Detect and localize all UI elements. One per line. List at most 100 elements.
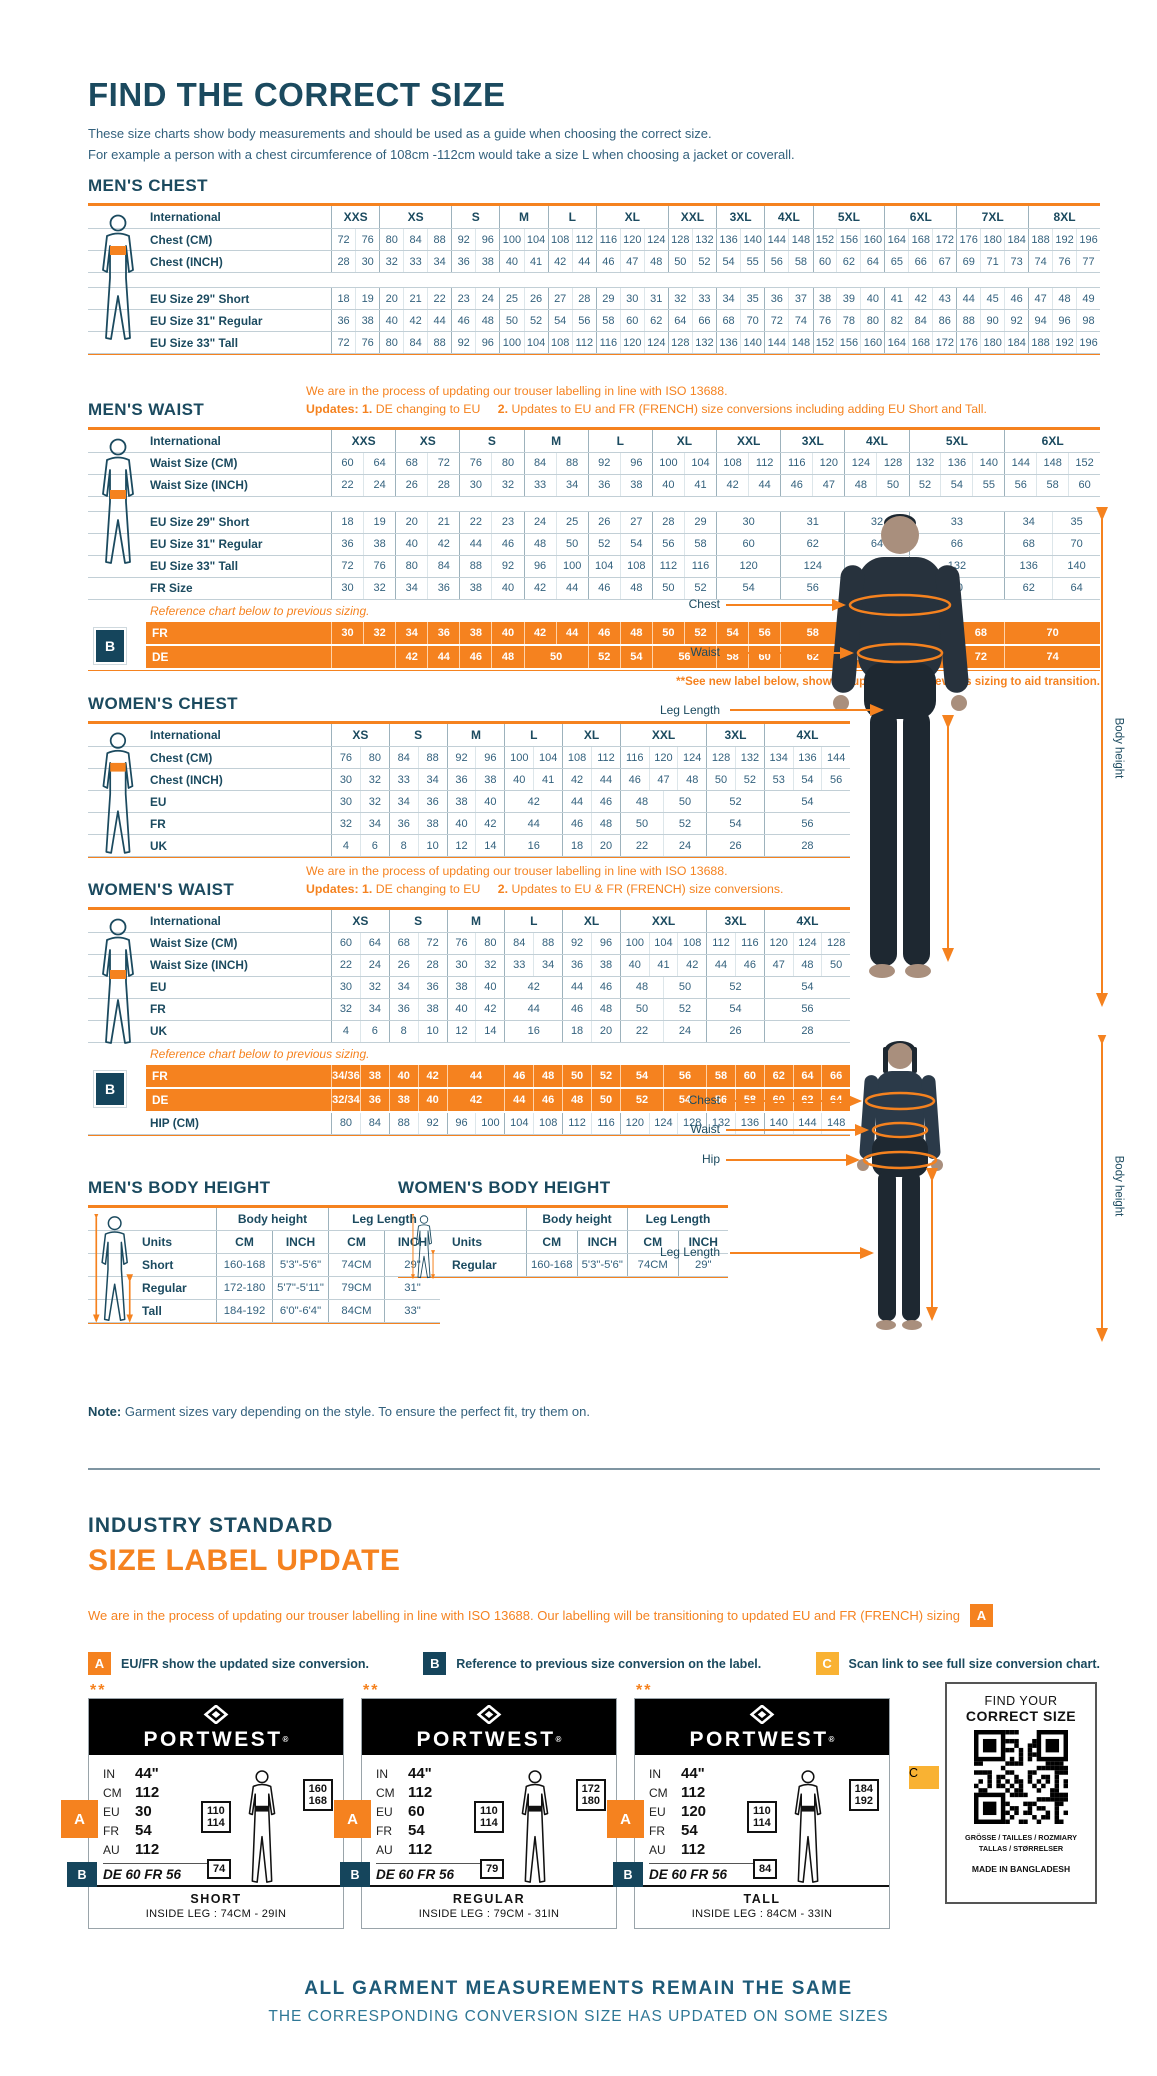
cell-value: 48: [619, 621, 652, 644]
size-cell: 3XL: [706, 724, 764, 746]
size-cell: 36 37: [764, 288, 812, 309]
cell-value: 47: [812, 474, 844, 496]
leg-measure-box: 79: [480, 1858, 505, 1879]
element: [1014, 1743, 1019, 1748]
size-header: M: [470, 913, 481, 928]
element: [1005, 1779, 1010, 1784]
size-cell: 84 88: [523, 452, 588, 474]
size-cell: 69 71 73: [956, 251, 1028, 272]
cell-value: 31": [384, 1277, 440, 1299]
size-header: M: [551, 433, 562, 448]
size-cell: 80 84: [395, 555, 459, 577]
icon-column: [88, 977, 146, 998]
size-cell: 68 72: [395, 452, 459, 474]
brand-name: PORTWEST®: [143, 1727, 289, 1751]
cell-value: 38: [363, 533, 395, 555]
element: [1005, 1810, 1010, 1816]
size-cell: 72 76: [331, 555, 395, 577]
table-row: EU 30 32 34 36 38 40 42 44 46 48 50 52 54: [88, 791, 850, 813]
size-cell: XXL: [619, 724, 706, 746]
size-cell: 30 32: [331, 791, 389, 812]
badge-a: A: [334, 1800, 371, 1838]
size-cell: 136 140: [716, 332, 764, 353]
mens-waist-title: MEN'S WAIST: [88, 399, 205, 419]
size-cell: 144 148 152: [1004, 452, 1100, 474]
cell-value: 16: [527, 1025, 540, 1038]
group-header: Leg Length: [627, 1208, 728, 1230]
element: [862, 1150, 938, 1170]
badge-b: B: [340, 1862, 370, 1887]
cell-value: 58: [1036, 474, 1068, 496]
cell-value: 53: [772, 773, 785, 786]
waist-measure-box: 110 114: [747, 1801, 777, 1834]
cell-value: 50: [663, 791, 706, 812]
size-cell: 34 36: [388, 976, 447, 998]
element: [1041, 1806, 1046, 1811]
size-header: 3XL: [729, 210, 752, 224]
size-cell: 40 42: [395, 533, 459, 555]
cell-value: 28: [571, 288, 596, 309]
qr-correct-size: CORRECT SIZE: [965, 1708, 1077, 1724]
table-row: EU Size 29" Short 18 19 20 21 22 23 24 25 26 27 28 2…: [88, 288, 1100, 310]
woman-chest-label: Chest: [688, 1093, 720, 1107]
cell-value: 112: [571, 229, 596, 250]
element: [974, 1783, 979, 1789]
element: [887, 1043, 913, 1069]
cell-value: 64: [860, 251, 884, 272]
cell-value: 134: [769, 751, 788, 764]
cell-value: 33: [397, 773, 410, 786]
size-cell: 88 90 92: [956, 310, 1028, 331]
size-cell: XS: [395, 429, 459, 452]
size-cell: 104 108: [587, 555, 652, 577]
size-cell: 52 54: [587, 645, 652, 668]
element: [1054, 1815, 1060, 1820]
size-cell: 48 50: [562, 1088, 620, 1111]
size-cell: 54: [716, 577, 780, 599]
size-cell: 72 76: [331, 229, 379, 250]
label-legend: A EU/FR show the updated size conversion…: [88, 1652, 1100, 1675]
element: [1041, 1774, 1046, 1780]
size-cell: 32 34: [331, 813, 389, 834]
size-cell: 50: [523, 645, 588, 668]
element: [987, 1779, 992, 1784]
row-label: UK: [150, 1024, 168, 1039]
update-1-num: 1.: [362, 882, 373, 897]
icon-column: [88, 933, 146, 954]
size-cell: 50 52: [499, 310, 547, 331]
row-label: EU Size 33" Tall: [150, 559, 238, 574]
cell-value: 42: [533, 626, 547, 639]
size-value: 112: [135, 1784, 160, 1801]
cell-value: 54: [940, 474, 972, 496]
size-cell: 28: [763, 1020, 850, 1042]
spacer-row: [88, 273, 1100, 288]
size-header: M: [519, 210, 529, 224]
element: [1050, 1788, 1055, 1793]
element: [211, 1710, 221, 1718]
cell-value: 8: [400, 1025, 407, 1038]
cell-value: 20: [405, 516, 418, 529]
qr-langs-line-1: GRÖSSE / TAILLES / ROZMIARY: [965, 1833, 1077, 1842]
element: [1000, 1774, 1006, 1780]
size-cell: 58 60: [706, 1064, 764, 1087]
page-title: FIND THE CORRECT SIZE: [88, 76, 506, 113]
cell-value: 14: [475, 1020, 504, 1042]
fit-name: TALL: [743, 1892, 781, 1906]
element: [794, 1783, 822, 1883]
decorative-graphic: [794, 1770, 822, 1883]
element: [1054, 1765, 1060, 1771]
cell-value: 44: [427, 645, 459, 668]
cell-value: 58: [714, 1069, 728, 1082]
size-cell: XL: [651, 429, 716, 452]
cell-value: 36: [359, 1088, 389, 1111]
size-cell: 40 42: [388, 1064, 447, 1087]
cell-value: 48: [491, 645, 523, 668]
update-1-num: 1.: [362, 402, 373, 417]
icon-column: [88, 534, 146, 555]
cell-value: 84: [403, 229, 427, 250]
size-header: 4XL: [865, 433, 888, 448]
cell-value: 67: [932, 251, 956, 272]
cell-value: 30: [339, 795, 353, 808]
element: [974, 1770, 979, 1775]
size-cell: 100 104: [651, 452, 716, 474]
